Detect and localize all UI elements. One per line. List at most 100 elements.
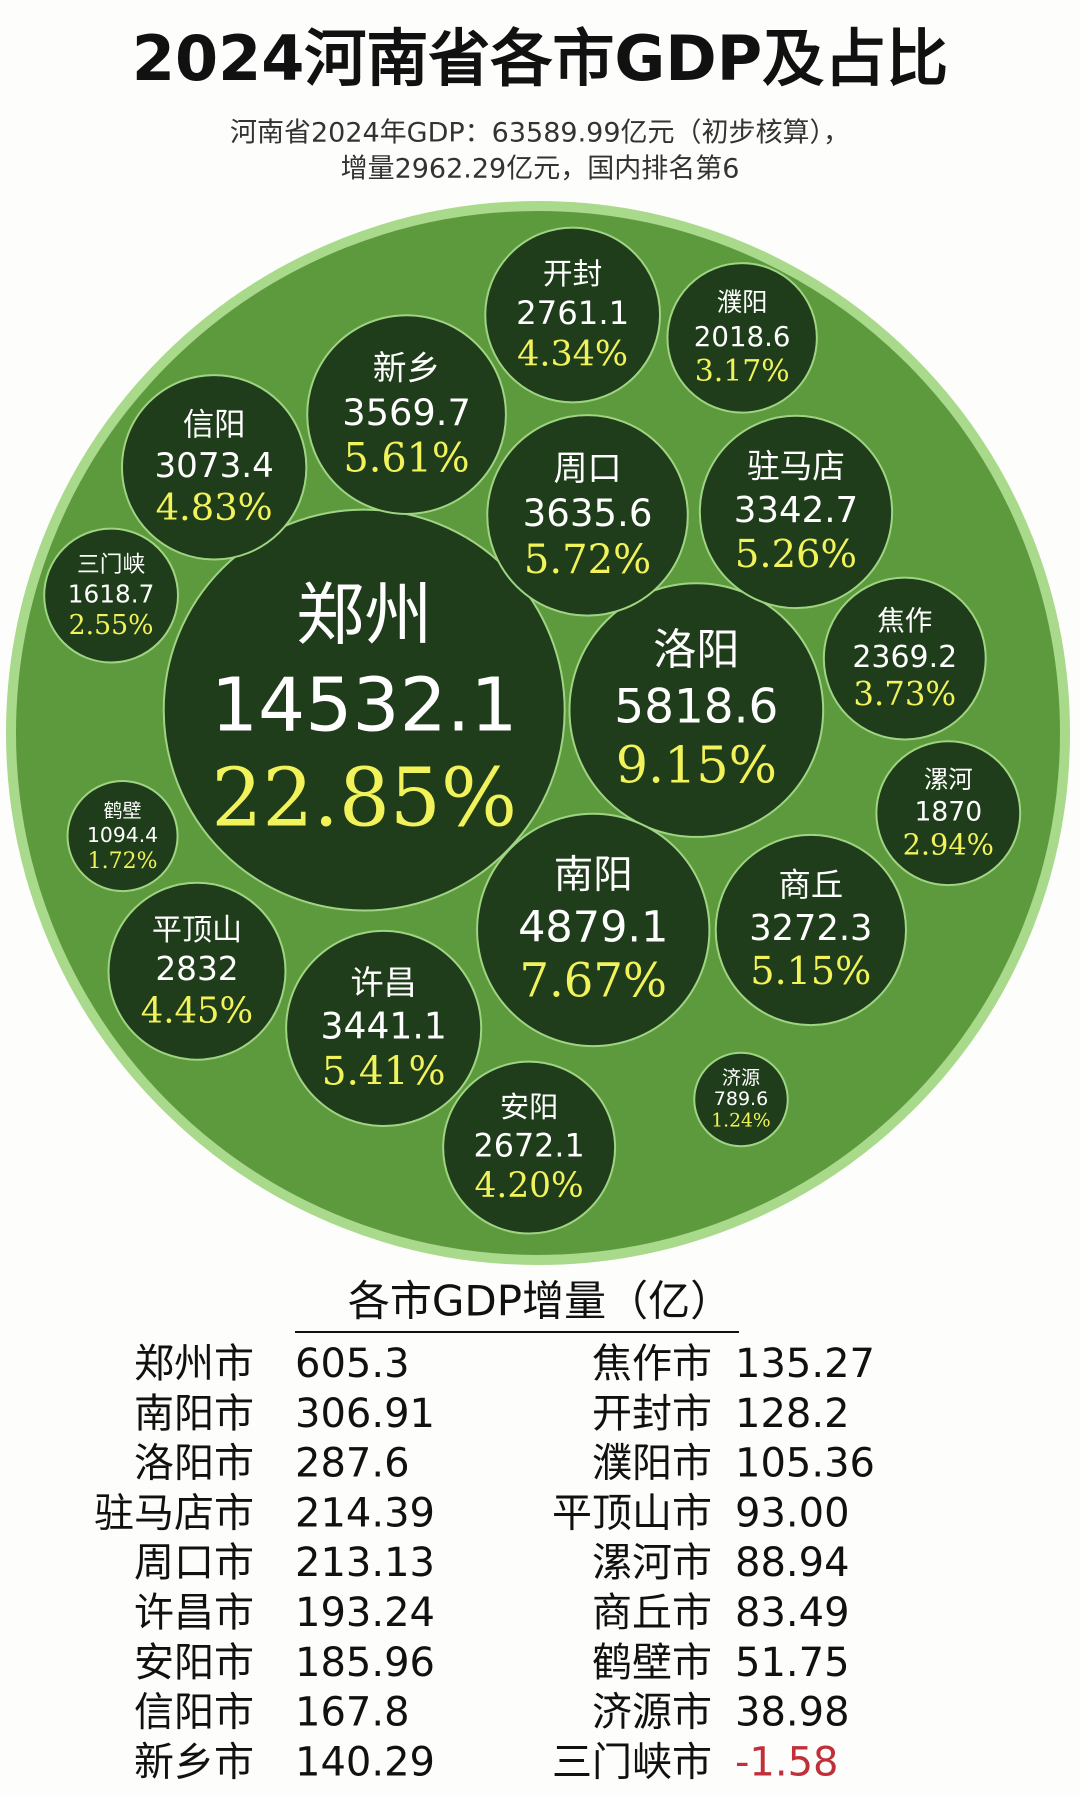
city-name: 南阳 [554, 852, 633, 898]
bubble [107, 881, 287, 1061]
bubble [162, 508, 566, 912]
gdp-label: 2018.6 [694, 320, 791, 353]
increment: 105.36 [735, 1441, 875, 1487]
bubble [875, 740, 1022, 887]
increment: 128.2 [735, 1391, 850, 1437]
gdp-label: 1618.7 [68, 580, 155, 609]
city-name: 郑州 [296, 576, 432, 655]
city-name: 济源市 [592, 1690, 712, 1736]
gdp-label: 4879.1 [518, 902, 668, 952]
chart-title: 2024河南省各市GDP及占比 [132, 22, 948, 95]
city-name: 驻马店 [747, 448, 845, 486]
share-label: 2.55% [69, 610, 154, 641]
city-name: 商丘 [779, 866, 844, 904]
gdp-label: 3441.1 [321, 1005, 447, 1047]
city-name: 漯河 [924, 765, 973, 794]
gdp-label: 3569.7 [342, 391, 471, 434]
increment: 185.96 [295, 1640, 435, 1686]
city-name: 信阳市 [134, 1690, 254, 1736]
city-name: 周口 [553, 449, 621, 489]
bubble [666, 262, 818, 414]
city-name: 信阳 [183, 407, 246, 443]
gdp-label: 3272.3 [749, 908, 872, 949]
bubble [285, 929, 483, 1128]
share-label: 5.61% [343, 435, 469, 481]
gdp-label: 3342.7 [734, 490, 858, 531]
city-name: 商丘市 [592, 1590, 712, 1636]
city-name: 鹤壁市 [592, 1640, 712, 1686]
increment: 605.3 [295, 1341, 410, 1387]
increment: 213.13 [295, 1540, 435, 1586]
share-label: 1.72% [88, 849, 158, 874]
city-name: 洛阳市 [134, 1441, 254, 1487]
city-name: 郑州市 [134, 1341, 254, 1387]
increment: 287.6 [295, 1441, 410, 1487]
bubble [822, 576, 987, 741]
share-label: 3.73% [853, 675, 956, 713]
gdp-label: 2761.1 [516, 294, 629, 332]
increment: 135.27 [735, 1341, 875, 1387]
bubble [698, 414, 894, 610]
city-name: 济源 [722, 1067, 760, 1089]
increment: -1.58 [735, 1739, 839, 1785]
share-label: 9.15% [616, 736, 777, 795]
city-name: 南阳市 [134, 1391, 254, 1437]
increment: 140.29 [295, 1739, 435, 1785]
increment: 193.24 [295, 1590, 435, 1636]
city-name: 漯河市 [592, 1540, 712, 1586]
gdp-label: 3073.4 [154, 446, 273, 486]
bubble [43, 527, 179, 664]
city-name: 安阳 [500, 1090, 558, 1124]
increment: 93.00 [735, 1490, 850, 1536]
gdp-label: 5818.6 [614, 680, 778, 735]
increment: 83.49 [735, 1590, 850, 1636]
share-label: 1.24% [711, 1110, 770, 1131]
city-name: 许昌市 [134, 1590, 254, 1636]
city-name: 濮阳 [717, 287, 768, 317]
city-name: 三门峡市 [552, 1739, 712, 1785]
share-label: 5.26% [735, 532, 857, 577]
increment: 51.75 [735, 1640, 850, 1686]
bubble [476, 812, 711, 1048]
share-label: 2.94% [903, 827, 994, 861]
share-label: 4.20% [475, 1166, 584, 1206]
bubble [306, 314, 507, 515]
gdp-label: 2832 [155, 950, 238, 988]
city-name: 三门峡 [77, 552, 145, 578]
table-title: 各市GDP增量（亿） [348, 1277, 732, 1326]
city-name: 开封 [543, 257, 602, 292]
share-label: 4.45% [141, 990, 253, 1031]
city-name: 焦作 [877, 605, 932, 637]
gdp-label: 14532.1 [211, 663, 518, 749]
gdp-label: 2672.1 [473, 1128, 584, 1165]
share-label: 4.83% [156, 486, 273, 529]
gdp-label: 789.6 [714, 1088, 768, 1110]
share-label: 22.85% [211, 751, 517, 844]
increment: 214.39 [295, 1490, 435, 1536]
city-name: 新乡市 [134, 1739, 254, 1785]
city-name: 许昌 [351, 963, 417, 1002]
share-label: 7.67% [519, 954, 667, 1008]
city-name: 焦作市 [592, 1341, 712, 1387]
increment: 167.8 [295, 1690, 410, 1736]
bubble [66, 780, 179, 893]
city-name: 洛阳 [653, 625, 739, 675]
bubble [714, 833, 907, 1027]
gdp-label: 3635.6 [523, 492, 653, 535]
city-name: 鹤壁 [104, 800, 142, 822]
share-label: 5.72% [524, 537, 651, 583]
bubble [442, 1060, 617, 1235]
gdp-label: 1094.4 [87, 823, 158, 847]
bubble [568, 582, 825, 838]
city-name: 周口市 [134, 1540, 254, 1586]
share-label: 4.34% [517, 335, 628, 375]
subtitle: 河南省2024年GDP：63589.99亿元（初步核算）， [230, 118, 850, 149]
city-name: 安阳市 [134, 1640, 254, 1686]
city-name: 平顶山 [152, 913, 242, 948]
share-label: 3.17% [695, 354, 790, 389]
bubble [693, 1051, 789, 1148]
bubble [484, 226, 662, 404]
increment: 88.94 [735, 1540, 850, 1586]
